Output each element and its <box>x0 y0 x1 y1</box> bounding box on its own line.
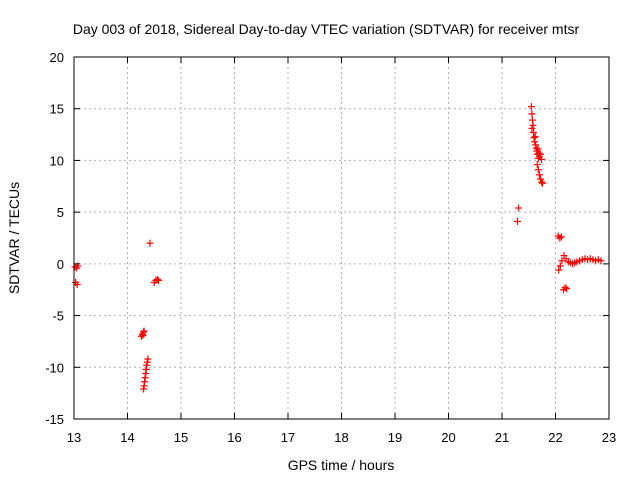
y-tick-label: 10 <box>50 153 64 168</box>
x-tick-label: 20 <box>441 430 455 445</box>
data-point <box>539 179 547 187</box>
data-point <box>146 239 154 247</box>
y-tick-label: 0 <box>57 257 64 272</box>
data-point <box>561 284 569 292</box>
data-point <box>563 285 571 293</box>
data-point <box>537 175 545 183</box>
data-point <box>558 257 566 265</box>
data-point <box>144 355 152 363</box>
x-tick-label: 15 <box>174 430 188 445</box>
data-point <box>73 281 81 289</box>
data-points <box>71 103 605 393</box>
data-point <box>556 234 564 242</box>
x-axis-label: GPS time / hours <box>288 457 395 473</box>
y-tick-label: 20 <box>50 50 64 65</box>
x-tick-label: 23 <box>602 430 616 445</box>
data-point <box>534 166 542 174</box>
data-point <box>597 257 605 265</box>
data-point <box>535 171 543 179</box>
data-point <box>140 327 148 335</box>
data-point <box>537 150 545 158</box>
data-point <box>534 145 542 153</box>
y-axis-label: SDTVAR / TECUs <box>6 182 22 294</box>
x-tick-label: 21 <box>495 430 509 445</box>
x-tick-label: 13 <box>67 430 81 445</box>
data-point <box>153 275 161 283</box>
x-tick-label: 22 <box>548 430 562 445</box>
data-point <box>557 233 565 241</box>
data-point <box>528 110 536 118</box>
data-point <box>556 262 564 270</box>
x-axis-ticks: 13 14 15 16 17 18 19 20 21 22 23 <box>67 57 616 445</box>
data-point <box>531 133 539 141</box>
x-tick-label: 19 <box>388 430 402 445</box>
x-tick-label: 17 <box>281 430 295 445</box>
y-tick-label: -10 <box>45 360 64 375</box>
y-tick-label: -15 <box>45 412 64 427</box>
data-point <box>533 161 541 169</box>
data-point <box>515 204 523 212</box>
data-point <box>538 155 546 163</box>
x-tick-label: 18 <box>334 430 348 445</box>
data-point <box>155 276 163 284</box>
y-tick-label: -5 <box>52 309 64 324</box>
data-point <box>538 178 546 186</box>
grid-lines <box>74 57 609 419</box>
y-axis-ticks: 20 15 10 5 0 -5 -10 -15 <box>45 50 609 427</box>
y-tick-label: 15 <box>50 102 64 117</box>
data-point <box>528 124 536 132</box>
data-point <box>555 266 563 274</box>
data-point <box>527 103 535 111</box>
x-tick-label: 14 <box>120 430 134 445</box>
data-point <box>529 121 537 129</box>
data-point <box>514 217 522 225</box>
data-point <box>139 331 147 339</box>
chart-title: Day 003 of 2018, Sidereal Day-to-day VTE… <box>73 21 580 37</box>
y-tick-label: 5 <box>57 205 64 220</box>
x-tick-label: 16 <box>227 430 241 445</box>
